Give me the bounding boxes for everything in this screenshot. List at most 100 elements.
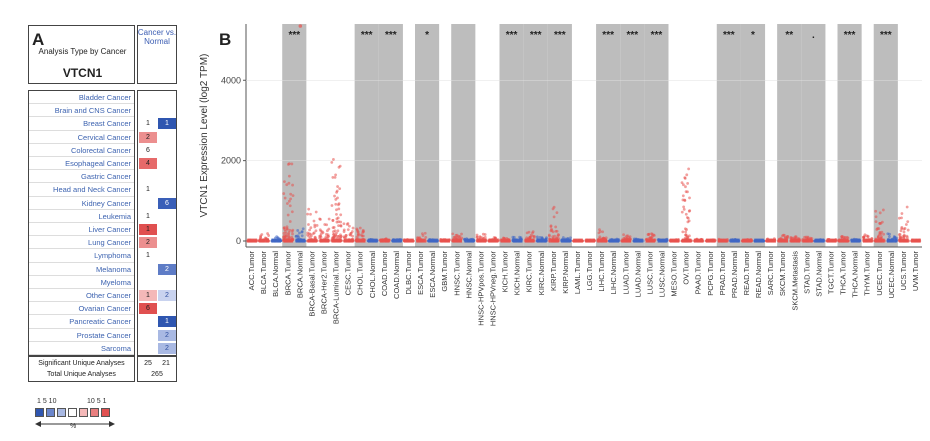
under-expression-cell[interactable]: 2 [158,290,176,301]
x-tick-label: KIRP.Tumor [549,251,558,292]
x-tick-label: BRCA-Her2.Tumor [319,251,328,315]
x-tick-label: UCEC.Tumor [875,251,884,296]
cancer-row-label[interactable]: Bladder Cancer [29,91,134,105]
cancer-row-label[interactable]: Other Cancer [29,289,134,303]
x-tick-label: COAD.Normal [392,251,401,299]
legend-square [68,408,77,417]
data-point [551,207,555,211]
data-point [290,230,294,233]
data-point [337,220,341,224]
significance-marker: *** [651,30,663,41]
data-point [682,205,686,209]
under-expression-cell[interactable]: 6 [158,197,176,209]
box-median [283,238,294,243]
data-point [325,229,329,233]
cancer-row-label[interactable]: Brain and CNS Cancer [29,104,134,118]
data-point [314,210,318,214]
data-point [335,231,338,235]
box-median [850,238,861,243]
box-median [259,238,269,243]
data-point [878,211,882,215]
data-point [451,232,455,236]
cancer-row-label[interactable]: Lymphoma [29,249,134,263]
over-expression-cell[interactable]: 1 [139,210,157,222]
data-point [336,196,339,200]
data-point [335,190,338,194]
cancer-row-label[interactable]: Prostate Cancer [29,329,134,342]
x-tick-label: LUSC.Tumor [645,251,654,295]
box-median [633,238,644,243]
x-tick-label: UCS.Tumor [899,251,908,291]
cancer-vs-normal-header[interactable]: Cancer vs. Normal [137,28,177,46]
box-median [476,238,487,243]
data-point [898,235,902,239]
data-point [551,230,555,234]
under-expression-cell[interactable]: 2 [158,263,176,275]
cancer-row-label[interactable]: Gastric Cancer [29,170,134,184]
data-point [330,160,334,164]
over-expression-cell[interactable]: 2 [139,131,157,143]
data-point [337,207,341,211]
data-point [887,235,891,239]
data-point [330,204,334,207]
cancer-row-label[interactable]: Sarcoma [29,342,134,356]
over-expression-cell[interactable]: 1 [139,224,157,235]
box-median [561,238,571,243]
cancer-row-label[interactable]: Kidney Cancer [29,197,134,210]
x-tick-label: THYM.Tumor [863,251,872,296]
over-expression-cell[interactable]: 1 [139,250,157,262]
cancer-row-label[interactable]: Cervical Cancer [29,131,134,144]
x-tick-label: LAML.Tumor [573,251,582,295]
x-tick-label: ACC.Tumor [247,251,256,291]
x-tick-label: STAD.Normal [814,251,823,297]
cancer-row-label[interactable]: Liver Cancer [29,223,134,237]
data-point [332,235,336,239]
data-point [874,209,878,213]
box-median [343,238,354,243]
over-expression-cell[interactable]: 1 [139,184,157,196]
data-point [312,219,316,223]
box-median [271,238,282,243]
cancer-row-label[interactable]: Melanoma [29,263,134,276]
over-expression-cell[interactable]: 1 [139,290,157,301]
under-expression-cell[interactable]: 2 [158,329,176,341]
shaded-pair-band [740,24,766,247]
data-point [531,234,535,238]
data-point [332,230,335,234]
cancer-row-label[interactable]: Myeloma [29,276,134,290]
over-expression-cell[interactable]: 6 [139,303,157,315]
box-median [331,238,342,243]
over-expression-cell[interactable]: 2 [139,237,157,249]
data-point [344,234,348,237]
shaded-pair-band [523,24,548,247]
data-point [622,233,625,237]
shaded-pair-band [499,24,524,247]
x-tick-label: KIRC.Normal [537,251,546,296]
data-point [874,215,878,219]
data-point [687,209,691,213]
cancer-row-label[interactable]: Colorectal Cancer [29,144,134,158]
over-expression-cell[interactable]: 1 [139,118,157,130]
box-median [464,238,475,243]
under-expression-cell[interactable]: 1 [158,316,176,328]
box-median [355,238,366,243]
box-median [512,238,523,243]
cancer-row-label[interactable]: Breast Cancer [29,117,134,131]
data-point [478,235,482,239]
data-point [529,235,532,239]
under-expression-cell[interactable]: 1 [158,118,176,130]
cancer-row-label[interactable]: Head and Neck Cancer [29,183,134,197]
under-expression-cell[interactable]: 2 [158,342,176,354]
shaded-pair-band [644,24,669,247]
x-tick-label: CHOL.Normal [368,251,377,298]
cancer-row-label[interactable]: Lung Cancer [29,236,134,250]
cancer-row-label[interactable]: Esophageal Cancer [29,157,134,171]
cancer-row-label[interactable]: Pancreatic Cancer [29,315,134,329]
over-expression-cell[interactable]: 6 [139,144,157,156]
data-point [334,173,338,177]
data-point [259,235,262,239]
cancer-row-label[interactable]: Ovarian Cancer [29,302,134,316]
x-tick-label: BLCA.Tumor [259,251,268,295]
cancer-row-label[interactable]: Leukemia [29,210,134,224]
over-expression-cell[interactable]: 4 [139,158,157,169]
